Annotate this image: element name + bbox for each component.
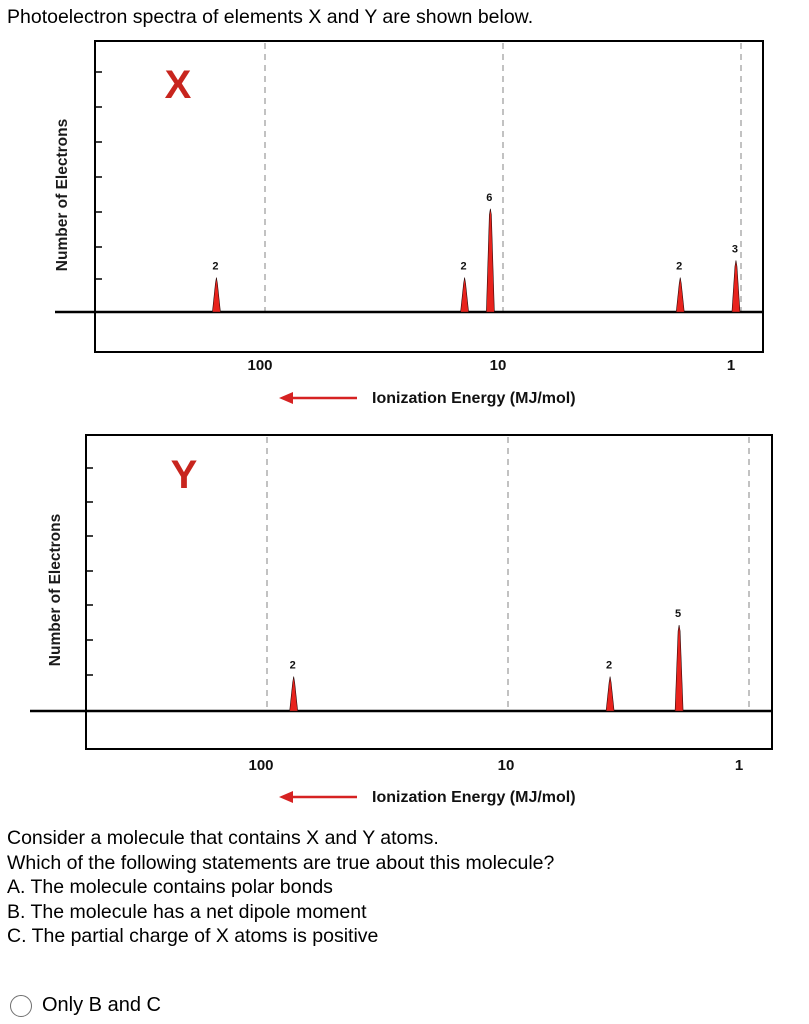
element-label: X	[165, 63, 192, 107]
statement-a: A. The molecule contains polar bonds	[7, 876, 333, 898]
statement-c: C. The partial charge of X atoms is posi…	[7, 925, 379, 947]
radio-button[interactable]	[10, 994, 32, 1017]
x-tick-label: 10	[490, 357, 507, 374]
x-axis-title: Ionization Energy (MJ/mol)	[372, 390, 576, 407]
spectrum-peak	[675, 277, 685, 313]
x-tick-label: 100	[248, 757, 273, 774]
answer-label: Only B and C	[42, 994, 161, 1016]
spectrum-chart-y: 2 2 5 Y Number of Electrons 100 10 1 Ionization …	[30, 434, 773, 806]
spectrum-peak	[486, 208, 495, 313]
statement-b: B. The molecule has a net dipole moment	[7, 900, 367, 923]
x-axis-title: Ionization Energy (MJ/mol)	[372, 789, 576, 806]
peak-label: 6	[486, 192, 492, 204]
question-line-intro: Consider a molecule that contains X and …	[7, 827, 439, 849]
peak-label: 2	[290, 660, 296, 672]
arrow-head	[279, 392, 293, 404]
question-line-prompt: Which of the following statements are tr…	[7, 851, 555, 874]
peak-label: 3	[732, 243, 738, 255]
question-body: Consider a molecule that contains X and …	[7, 826, 554, 949]
y-axis-label: Number of Electrons	[54, 119, 71, 271]
chart-frame	[85, 434, 773, 750]
x-tick-label: 100	[247, 357, 272, 374]
arrow-head	[279, 791, 293, 803]
y-axis-label: Number of Electrons	[47, 514, 64, 666]
spectrum-peak	[605, 676, 615, 712]
spectrum-peak	[731, 260, 741, 313]
peak-label: 5	[675, 608, 681, 620]
peak-label: 2	[212, 261, 218, 273]
question-title: Photoelectron spectra of elements X and …	[7, 6, 534, 28]
peak-label: 2	[606, 660, 612, 672]
spectrum-peak	[460, 277, 469, 313]
element-label: Y	[171, 453, 198, 497]
spectrum-peak	[674, 624, 684, 712]
x-tick-label: 1	[727, 357, 735, 374]
spectrum-chart-x: 2 2 6 2 3 X Number of Electrons 100 10 1 Ionizatio…	[54, 40, 764, 407]
peak-label: 2	[461, 261, 467, 273]
spectrum-peak	[212, 277, 221, 313]
peak-label: 2	[676, 261, 682, 273]
x-tick-label: 1	[735, 757, 743, 774]
chart-frame	[94, 40, 764, 353]
spectrum-peak	[289, 676, 299, 712]
answer-option-only-b-and-c[interactable]: Only B and C	[10, 994, 161, 1017]
x-tick-label: 10	[498, 757, 515, 774]
